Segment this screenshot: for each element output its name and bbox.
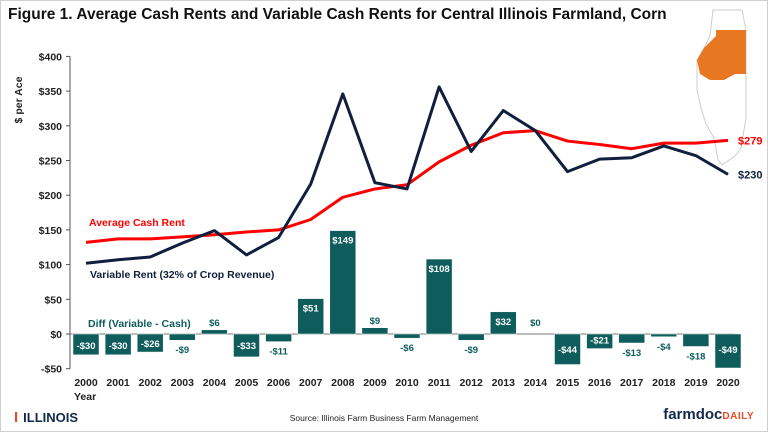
diff-bar-label: $51 — [303, 304, 320, 315]
y-tick-label: $250 — [39, 156, 63, 168]
diff-bar — [586, 333, 613, 349]
diff-bar-label: -$6 — [400, 343, 414, 354]
diff-bar-label: $0 — [530, 318, 541, 329]
y-tick-label: $350 — [39, 86, 63, 98]
y-tick-label: -$50 — [41, 364, 62, 376]
diff-bar — [169, 333, 196, 341]
lines: $279 $230 — [85, 85, 762, 265]
diff-bar-label: -$33 — [237, 341, 256, 352]
illinois-i-icon: I — [14, 409, 19, 426]
x-tick-label: 2006 — [267, 377, 291, 389]
y-tick-label: $50 — [44, 294, 62, 306]
x-tick-label: 2014 — [524, 377, 548, 389]
x-tick-label: 2016 — [588, 377, 612, 389]
end-value-label: $279 — [738, 135, 762, 147]
diff-bar — [72, 333, 100, 356]
diff-bar — [682, 333, 710, 347]
y-axis-label: $ per Ace — [13, 76, 25, 123]
diff-bar-label: -$11 — [269, 347, 288, 358]
diff-bar-label: $9 — [370, 316, 381, 327]
legend-variable-rent: Variable Rent (32% of Crop Revenue) — [90, 269, 274, 281]
x-tick-label: 2020 — [716, 377, 740, 389]
x-tick-label: 2015 — [556, 377, 580, 389]
x-tick-label: 2012 — [460, 377, 484, 389]
y-tick-label: $200 — [39, 190, 63, 202]
diff-bar-label: -$9 — [464, 345, 478, 356]
x-axis-label: Year — [74, 391, 96, 403]
x-axis: 2000 2001 2002 2003 2004 2005 2006 2007 2008 2009… — [74, 377, 740, 389]
diff-bar-label: $149 — [332, 236, 353, 247]
diff-bar-label: -$4 — [657, 342, 671, 353]
illinois-map — [696, 9, 747, 166]
diff-bar — [650, 333, 678, 338]
diff-bar — [714, 333, 742, 369]
diff-bar — [425, 258, 453, 335]
diff-bar-label: $32 — [495, 317, 511, 328]
x-tick-label: 2008 — [331, 377, 355, 389]
diff-bar — [329, 230, 357, 335]
x-tick-label: 2011 — [428, 377, 451, 389]
y-tick-label: $150 — [39, 225, 63, 237]
diff-bar — [201, 329, 228, 335]
diff-bar — [490, 311, 517, 335]
diff-bar — [297, 298, 324, 335]
diff-bar-label: -$18 — [686, 351, 705, 362]
diff-bar-label: -$30 — [76, 341, 95, 352]
x-tick-label: 2000 — [74, 377, 98, 389]
diff-bar-label: -$9 — [175, 345, 189, 356]
bars: -$30 -$30 -$26 -$9 $6 -$33 -$11 $51 $149 $9 -$6 $10… — [72, 230, 742, 369]
diff-bar-label: -$49 — [718, 345, 737, 356]
diff-bar-label: -$30 — [109, 341, 128, 352]
diff-bar — [361, 327, 389, 335]
diff-bar — [393, 333, 421, 339]
diff-bar — [136, 333, 164, 353]
diff-bar-label: -$13 — [622, 348, 641, 359]
y-tick-label: $400 — [39, 51, 63, 63]
x-tick-label: 2005 — [235, 377, 259, 389]
x-tick-label: 2018 — [652, 377, 676, 389]
y-tick-label: $100 — [39, 260, 63, 272]
x-tick-label: 2007 — [299, 377, 323, 389]
legend-average-cash-rent: Average Cash Rent — [89, 217, 185, 229]
diff-bar — [104, 333, 132, 356]
y-tick-label: $300 — [39, 121, 63, 133]
farmdoc-logo: farmdocDAILY — [663, 406, 754, 423]
x-tick-label: 2017 — [620, 377, 644, 389]
diff-bar — [618, 333, 645, 344]
diff-bar — [265, 333, 292, 342]
diff-bar — [233, 333, 260, 358]
chart-title: Figure 1. Average Cash Rents and Variabl… — [8, 6, 667, 23]
illinois-logo: I ILLINOIS — [14, 409, 79, 426]
x-tick-label: 2013 — [492, 377, 516, 389]
x-tick-label: 2019 — [684, 377, 708, 389]
x-tick-label: 2001 — [106, 377, 130, 389]
diff-bar-label: -$44 — [558, 345, 578, 356]
x-tick-label: 2002 — [139, 377, 163, 389]
diff-bar-label: $6 — [209, 318, 220, 329]
x-tick-label: 2009 — [363, 377, 387, 389]
legend-diff: Diff (Variable - Cash) — [88, 318, 191, 330]
source-note: Source: Illinois Farm Business Farm Mana… — [289, 413, 479, 423]
x-tick-label: 2010 — [395, 377, 419, 389]
diff-bar-label: -$26 — [141, 339, 160, 350]
diff-bar-label: $108 — [429, 264, 450, 275]
diff-bar-label: -$21 — [590, 336, 610, 347]
diff-bar — [457, 333, 485, 341]
diff-bar — [554, 333, 581, 365]
y-tick-label: $0 — [50, 329, 62, 341]
x-tick-label: 2003 — [171, 377, 195, 389]
end-value-label: $230 — [738, 169, 762, 181]
x-tick-label: 2004 — [203, 377, 227, 389]
